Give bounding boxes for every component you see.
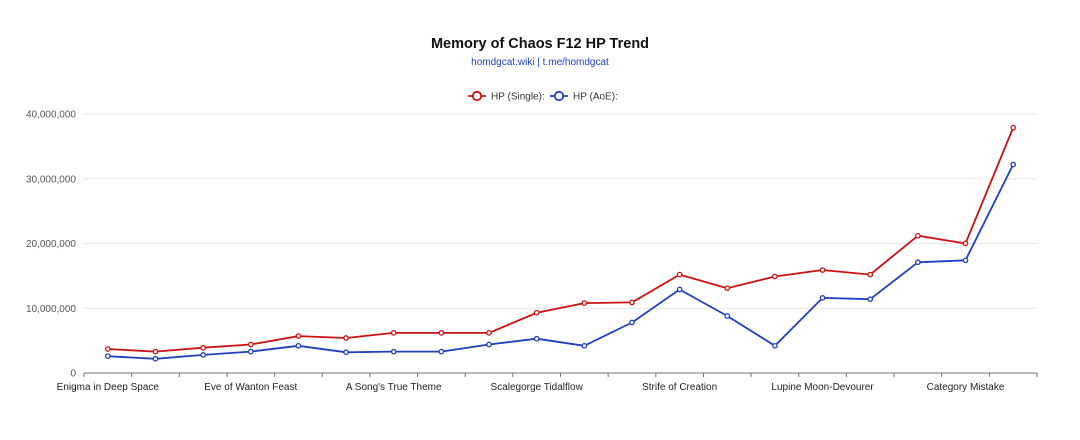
data-point (915, 259, 921, 266)
data-point (819, 267, 826, 273)
data-point (676, 271, 683, 278)
data-point (1010, 161, 1017, 168)
x-axis: Enigma in Deep Space Eve of Wanton Feast A… (57, 372, 1038, 393)
x-category-label: Category Mistake (927, 382, 1005, 393)
y-tick-label: 20,000,000 (26, 239, 76, 250)
data-point (676, 286, 683, 293)
data-point (438, 330, 445, 336)
data-point (200, 344, 206, 351)
data-point (581, 300, 588, 306)
data-point (486, 330, 492, 336)
data-point (772, 342, 778, 349)
data-point (724, 313, 731, 319)
data-point (295, 342, 302, 349)
data-point (390, 330, 397, 336)
series-group (104, 124, 1017, 362)
data-point (772, 273, 778, 280)
x-category-label: Enigma in Deep Space (57, 382, 160, 393)
data-point (295, 333, 302, 339)
x-category-label: Scalegorge Tidalflow (491, 382, 584, 393)
legend-marker (471, 90, 483, 102)
data-point (867, 271, 874, 278)
y-axis-ticks: 0 10,000,000 20,000,000 30,000,000 40,000,00… (26, 110, 77, 380)
data-point (629, 299, 635, 306)
x-category-label: Strife of Creation (642, 382, 717, 393)
data-point (438, 348, 445, 355)
data-point (724, 285, 731, 292)
legend-label: HP (Single): (491, 92, 545, 103)
data-point (962, 257, 969, 264)
legend-label: HP (AoE): (573, 92, 618, 103)
data-point (629, 319, 635, 326)
chart-subtitle-link[interactable]: homdgcat.wiki | t.me/homdgcat (471, 57, 609, 68)
data-point (1010, 124, 1017, 131)
series-line-aoe (107, 164, 1015, 360)
series-line-single (107, 127, 1015, 353)
x-category-label: A Song's True Theme (346, 382, 442, 393)
data-point (247, 341, 254, 348)
data-point (581, 342, 588, 349)
legend: HP (Single): HP (AoE): (468, 90, 618, 103)
data-point (104, 353, 111, 360)
data-point (343, 349, 349, 356)
y-tick-label: 0 (70, 369, 76, 380)
data-point (962, 240, 969, 247)
y-tick-label: 40,000,000 (26, 110, 76, 121)
data-point (819, 295, 826, 301)
data-point (104, 346, 111, 352)
data-point (533, 309, 540, 316)
data-point (247, 348, 254, 355)
grid-lines (84, 113, 1037, 309)
x-category-label: Lupine Moon-Devourer (771, 382, 874, 393)
data-point (343, 335, 349, 341)
data-point (390, 348, 397, 355)
data-point (200, 352, 206, 358)
data-point (152, 355, 159, 362)
data-point (915, 232, 921, 239)
x-category-label: Eve of Wanton Feast (204, 382, 297, 393)
data-point (152, 348, 159, 355)
data-point (867, 296, 874, 303)
y-tick-label: 10,000,000 (26, 304, 76, 315)
legend-marker (553, 90, 565, 102)
chart-title: Memory of Chaos F12 HP Trend (430, 36, 650, 52)
data-point (486, 341, 492, 348)
y-tick-label: 30,000,000 (26, 174, 76, 185)
data-point (533, 335, 540, 342)
